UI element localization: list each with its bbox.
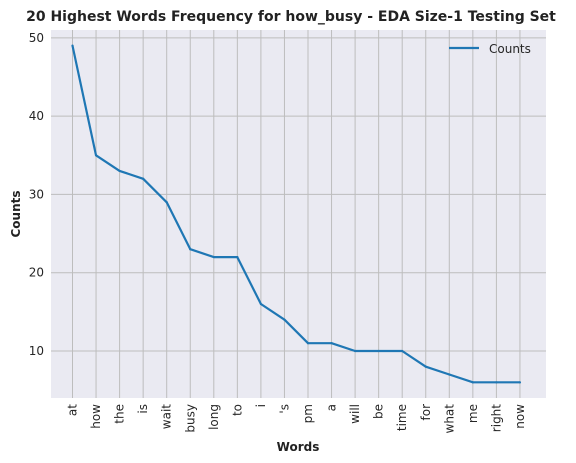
y-tick-label: 40 — [29, 109, 44, 123]
x-tick-label: to — [230, 404, 244, 416]
data-point — [448, 373, 451, 376]
legend-label: Counts — [489, 42, 531, 56]
data-point — [518, 381, 522, 384]
data-point — [495, 381, 498, 384]
y-tick-label: 20 — [29, 266, 44, 280]
data-point — [330, 342, 333, 345]
x-tick-label: be — [372, 404, 386, 419]
data-point — [94, 154, 98, 157]
x-tick-label: for — [419, 404, 433, 421]
data-point — [424, 365, 427, 368]
data-point — [401, 349, 404, 353]
data-point — [165, 201, 168, 204]
x-tick-label: is — [136, 404, 150, 414]
x-tick-label: how — [89, 404, 103, 429]
x-tick-label: the — [113, 404, 127, 424]
x-tick-label: 's — [277, 404, 291, 414]
grid-lines — [51, 30, 546, 398]
data-points — [71, 44, 522, 384]
x-tick-label: wait — [160, 404, 174, 430]
x-tick-label: time — [395, 404, 409, 431]
data-point — [283, 318, 286, 321]
x-tick-label: right — [489, 404, 503, 432]
data-point — [189, 248, 192, 251]
x-tick-label: long — [207, 404, 221, 430]
x-tick-label: busy — [183, 404, 197, 433]
chart-title: 20 Highest Words Frequency for how_busy … — [26, 9, 556, 25]
x-axis-label: Words — [277, 440, 320, 454]
data-point — [354, 349, 357, 353]
y-tick-label: 50 — [29, 31, 44, 45]
x-tick-label: what — [442, 404, 456, 434]
y-tick-label: 30 — [29, 187, 44, 201]
x-tick-label: pm — [301, 404, 315, 423]
data-point — [118, 169, 121, 173]
x-tick-label: me — [466, 404, 480, 423]
data-point — [377, 349, 380, 353]
data-point — [71, 44, 74, 47]
data-point — [259, 302, 262, 306]
data-point — [212, 255, 215, 259]
x-tick-label: will — [348, 404, 362, 424]
plot-area — [51, 30, 546, 398]
y-tick-label: 10 — [29, 344, 44, 358]
series-line-counts — [71, 45, 520, 384]
data-point — [236, 255, 239, 259]
x-tick-label: i — [254, 404, 268, 407]
data-point — [306, 342, 310, 345]
data-point — [142, 177, 145, 180]
legend: Counts — [449, 42, 531, 56]
x-tick-label: at — [66, 404, 80, 416]
x-axis-ticks: at how the is wait busy long to i 's pm a will be time… — [66, 404, 527, 434]
data-point — [471, 381, 474, 384]
y-axis-ticks: 10 20 30 40 50 — [29, 31, 44, 358]
x-tick-label: now — [513, 404, 527, 429]
y-axis-label: Counts — [9, 190, 23, 237]
x-tick-label: a — [325, 404, 339, 411]
